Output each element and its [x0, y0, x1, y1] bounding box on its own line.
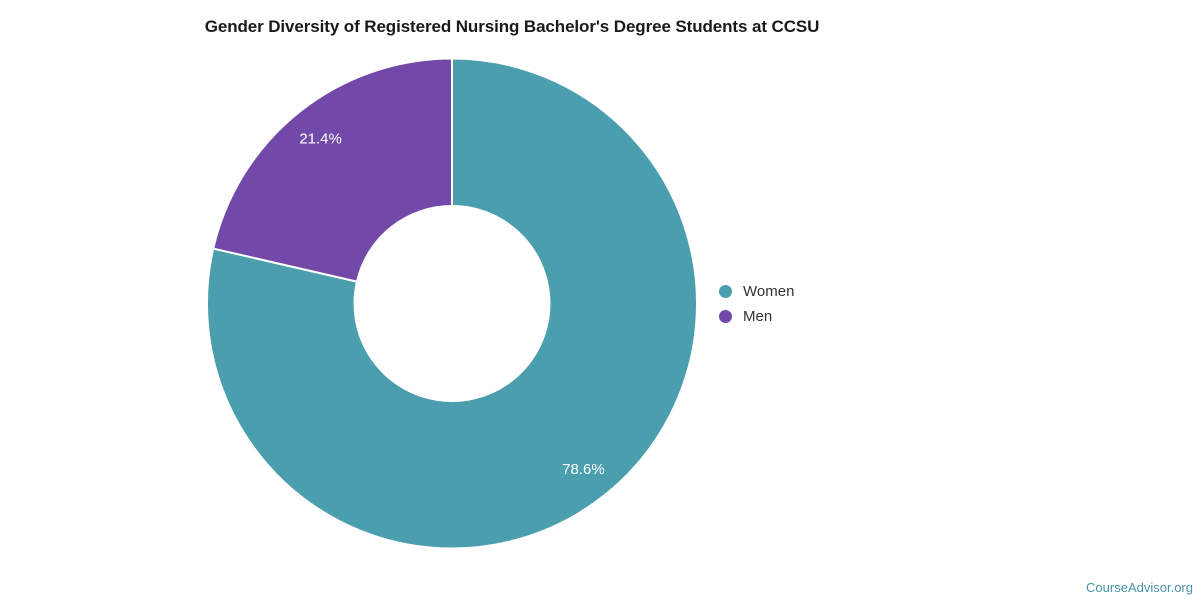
slice-label-women: 78.6%: [562, 461, 605, 478]
chart-title: Gender Diversity of Registered Nursing B…: [204, 17, 820, 36]
legend-swatch-men: [719, 310, 732, 323]
slice-label-men: 21.4%: [299, 131, 342, 148]
legend-label-men: Men: [743, 308, 773, 325]
watermark-link[interactable]: CourseAdvisor.org: [1086, 580, 1193, 595]
slice-women[interactable]: [206, 57, 698, 550]
legend-item-women[interactable]: Women: [719, 279, 794, 304]
legend-label-women: Women: [743, 283, 795, 300]
legend-item-men[interactable]: Men: [719, 304, 794, 329]
slice-men[interactable]: [212, 57, 453, 283]
legend-swatch-women: [719, 285, 732, 298]
legend: Women Men: [719, 279, 794, 329]
